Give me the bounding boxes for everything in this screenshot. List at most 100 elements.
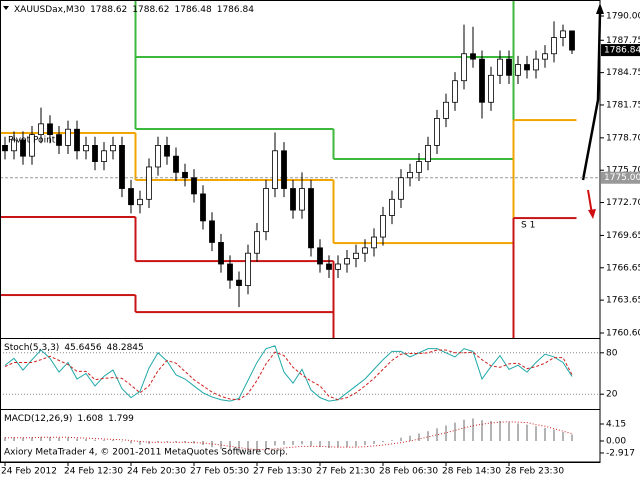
bid-label: 1786.84 — [604, 46, 640, 56]
macd-bar — [31, 437, 33, 441]
macd-bar — [436, 428, 438, 441]
candle-body — [533, 58, 539, 71]
macd-bar — [157, 441, 159, 443]
macd-bar — [418, 433, 420, 441]
macd-bar — [445, 425, 447, 441]
last-bar-value: 1786.48 — [175, 5, 212, 15]
macd-bar — [94, 439, 96, 441]
candle-body — [308, 188, 314, 249]
macd-bar — [409, 435, 411, 441]
y-tick-label: 1778.70 — [606, 133, 640, 143]
candle-body — [272, 150, 278, 189]
macd-bar — [292, 441, 294, 446]
candle-body — [65, 128, 71, 146]
y-tick-label: 1769.65 — [606, 231, 640, 241]
macd-bar — [49, 436, 51, 441]
x-tick-label: 27 Feb 21:30 — [316, 467, 375, 477]
level-label: Pivot Point — [8, 136, 56, 146]
y-tick-label: 1781.75 — [606, 100, 640, 110]
macd-bar — [112, 439, 114, 441]
candle-body — [227, 263, 233, 281]
candle-body — [200, 193, 206, 222]
candle-body — [254, 231, 260, 254]
candle-body — [488, 74, 494, 103]
indicator-line — [4, 349, 573, 401]
x-tick-label: 28 Feb 14:30 — [442, 467, 501, 477]
candle-body — [155, 145, 161, 168]
macd-bar — [67, 437, 69, 441]
last-bar-value: 1788.62 — [132, 5, 169, 15]
candle-body — [299, 188, 305, 211]
macd-bar — [508, 422, 510, 441]
hline-label-box — [601, 171, 640, 184]
candle-body — [236, 279, 242, 286]
candle-body — [362, 247, 368, 254]
candle-body — [119, 145, 125, 189]
title-text: Stoch(5,3,3) — [4, 343, 59, 353]
level-label: S 1 — [521, 221, 535, 231]
candle-body — [461, 53, 467, 82]
y-tick-label: 1772.70 — [606, 198, 640, 208]
macd-bar — [166, 441, 168, 442]
candle-body — [83, 145, 89, 152]
candle-body — [398, 177, 404, 200]
x-tick-label: 28 Feb 06:30 — [379, 467, 438, 477]
macd-bar — [427, 431, 429, 441]
macd-bar — [76, 438, 78, 441]
candle-body — [164, 145, 170, 157]
macd-bar — [337, 441, 339, 448]
macd-bar — [40, 436, 42, 441]
x-tick-label: 24 Feb 2012 — [1, 467, 57, 477]
candle-body — [281, 150, 287, 189]
candle-body — [29, 134, 35, 157]
x-tick-label: 28 Feb 23:30 — [505, 467, 564, 477]
candle-body — [218, 242, 224, 265]
macd-bar — [346, 441, 348, 448]
macd-bar — [13, 437, 15, 441]
macd-bar — [85, 438, 87, 441]
macd-bar — [256, 441, 258, 451]
candle-body — [74, 128, 80, 152]
y-tick-label: 0.00 — [606, 437, 626, 447]
macd-bar — [319, 441, 321, 448]
candle-body — [551, 37, 557, 55]
candle-body — [245, 252, 251, 286]
last-bar-value: 1786.84 — [217, 5, 254, 15]
candle-body — [326, 263, 332, 270]
axis-frame — [0, 0, 601, 463]
drawn-arrow-head — [588, 209, 596, 219]
macd-bar — [571, 434, 573, 441]
y-tick-label: 1763.65 — [606, 296, 640, 306]
macd-bar — [103, 439, 105, 441]
candle-body — [560, 30, 566, 38]
candle-body — [353, 252, 359, 260]
candle-body — [146, 166, 152, 200]
y-tick-label: 80 — [606, 348, 618, 358]
macd-bar — [238, 441, 240, 453]
candle-body — [416, 161, 422, 173]
macd-bar — [58, 437, 60, 441]
x-tick-label: 27 Feb 13:30 — [253, 467, 312, 477]
indicator-value: 45.6456 — [64, 343, 101, 353]
bid-label-box — [601, 44, 640, 57]
candle-body — [209, 220, 215, 243]
candle-body — [506, 58, 512, 76]
indicator-value: 1.608 — [77, 414, 103, 424]
macd-bar — [310, 441, 312, 446]
candle-body — [101, 150, 107, 162]
title-text: XAUUSDax,M30 — [14, 5, 85, 15]
y-tick-label: 1790.00 — [606, 12, 640, 22]
panel-title: XAUUSDax,M30 1788.62 1788.62 1786.48 1786.84 — [14, 5, 254, 15]
macd-bar — [130, 441, 132, 444]
macd-bar — [247, 441, 249, 453]
macd-bar — [544, 427, 546, 441]
title-text: MACD(12,26,9) — [4, 414, 72, 424]
macd-bar — [535, 426, 537, 441]
candle-body — [425, 145, 431, 162]
macd-bar — [391, 440, 393, 441]
candle-body — [371, 236, 377, 249]
symbol-menu-icon[interactable] — [3, 6, 9, 10]
candle-body — [290, 188, 296, 211]
macd-bar — [562, 431, 564, 441]
macd-bar — [517, 423, 519, 441]
